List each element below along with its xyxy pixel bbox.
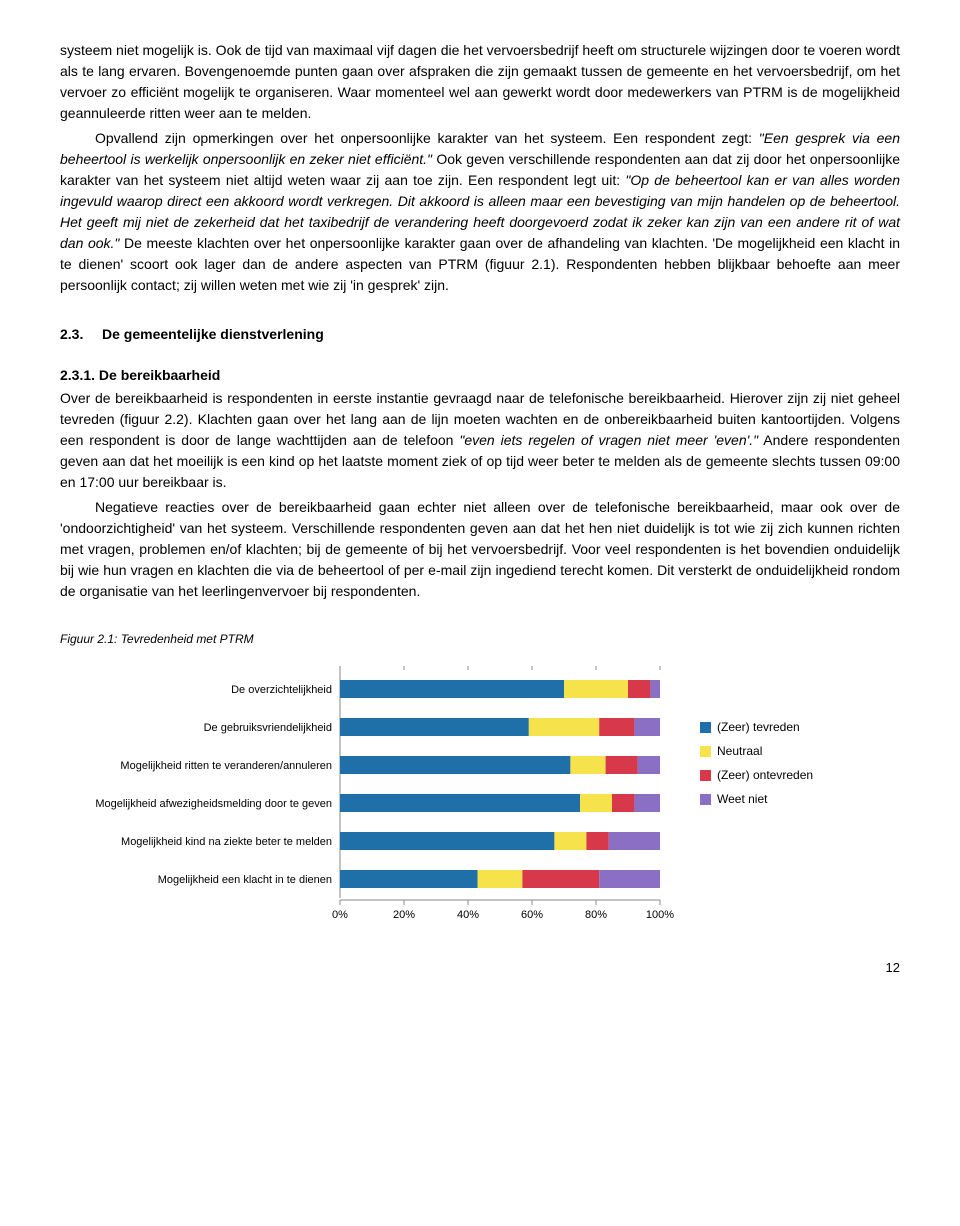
paragraph-4: Negatieve reacties over de bereikbaarhei… xyxy=(60,497,900,602)
svg-text:De gebruiksvriendelijkheid: De gebruiksvriendelijkheid xyxy=(204,722,332,734)
p3-quote: "even iets regelen of vragen niet meer '… xyxy=(459,432,758,448)
svg-text:Mogelijkheid een klacht in te: Mogelijkheid een klacht in te dienen xyxy=(158,874,332,886)
svg-text:60%: 60% xyxy=(521,909,543,921)
svg-text:20%: 20% xyxy=(393,909,415,921)
svg-text:Mogelijkheid ritten te verande: Mogelijkheid ritten te veranderen/annule… xyxy=(120,760,332,772)
p2e: De meeste klachten over het onpersoonlij… xyxy=(60,235,900,293)
svg-text:40%: 40% xyxy=(457,909,479,921)
legend-swatch xyxy=(700,746,711,757)
p4-text: Negatieve reacties over de bereikbaarhei… xyxy=(60,499,900,599)
legend-item: Weet niet xyxy=(700,790,813,808)
legend-item: (Zeer) ontevreden xyxy=(700,766,813,784)
chart-legend: (Zeer) tevreden Neutraal (Zeer) ontevreden… xyxy=(700,718,813,814)
svg-text:100%: 100% xyxy=(646,909,674,921)
section-2-3-heading: 2.3.De gemeentelijke dienstverlening xyxy=(60,324,900,345)
svg-text:Mogelijkheid kind na ziekte be: Mogelijkheid kind na ziekte beter te mel… xyxy=(121,836,332,848)
legend-swatch xyxy=(700,722,711,733)
page-number: 12 xyxy=(60,958,900,978)
legend-label: (Zeer) ontevreden xyxy=(717,766,813,784)
paragraph-2: Opvallend zijn opmerkingen over het onpe… xyxy=(60,128,900,296)
p2a: Opvallend zijn opmerkingen over het onpe… xyxy=(95,130,759,146)
section-title: De gemeentelijke dienstverlening xyxy=(102,326,324,342)
legend-label: Weet niet xyxy=(717,790,767,808)
svg-text:De overzichtelijkheid: De overzichtelijkheid xyxy=(231,684,332,696)
legend-label: (Zeer) tevreden xyxy=(717,718,800,736)
section-num: 2.3. xyxy=(60,324,102,345)
figure-caption: Figuur 2.1: Tevredenheid met PTRM xyxy=(60,630,900,648)
legend-label: Neutraal xyxy=(717,742,762,760)
figure-2-1: De overzichtelijkheid De gebruiksvriendel… xyxy=(60,658,900,934)
svg-text:80%: 80% xyxy=(585,909,607,921)
svg-text:0%: 0% xyxy=(332,909,348,921)
subsection-2-3-1-heading: 2.3.1. De bereikbaarheid xyxy=(60,365,900,386)
legend-item: (Zeer) tevreden xyxy=(700,718,813,736)
legend-swatch xyxy=(700,770,711,781)
legend-swatch xyxy=(700,794,711,805)
paragraph-3: Over de bereikbaarheid is respondenten i… xyxy=(60,388,900,493)
svg-text:Mogelijkheid afwezigheidsmeldi: Mogelijkheid afwezigheidsmelding door te… xyxy=(95,798,332,810)
paragraph-1: systeem niet mogelijk is. Ook de tijd va… xyxy=(60,40,900,124)
bar-chart: De overzichtelijkheid De gebruiksvriendel… xyxy=(60,658,680,934)
chart-svg: De overzichtelijkheid De gebruiksvriendel… xyxy=(60,658,680,928)
legend-item: Neutraal xyxy=(700,742,813,760)
